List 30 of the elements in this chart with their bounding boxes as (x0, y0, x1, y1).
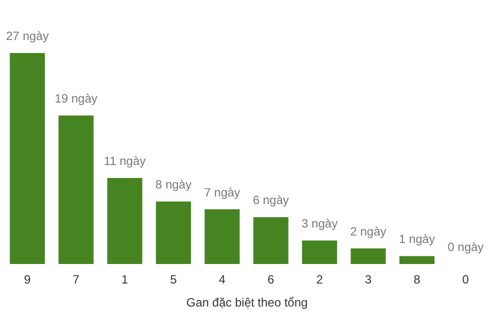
bar (399, 256, 434, 264)
data-label: 8 ngày (155, 177, 192, 192)
bar (253, 217, 288, 264)
x-tick-label: 9 (24, 272, 32, 286)
x-axis-title: Gan đặc biệt theo tổng (186, 296, 308, 310)
data-label: 19 ngày (54, 92, 98, 106)
x-tick-label: 0 (462, 272, 470, 286)
x-tick-label: 5 (170, 272, 178, 286)
data-label: 0 ngày (448, 240, 484, 254)
bar (107, 178, 142, 264)
data-label: 6 ngày (252, 193, 289, 208)
x-tick-label: 4 (218, 272, 226, 286)
data-label: 3 ngày (302, 216, 338, 231)
x-tick-label: 1 (121, 272, 128, 286)
data-label: 27 ngày (6, 29, 49, 43)
x-tick-label: 2 (316, 272, 324, 286)
data-label: 7 ngày (204, 185, 240, 200)
x-tick-label: 8 (414, 272, 421, 286)
bar (350, 248, 386, 264)
x-tick-label: 6 (268, 272, 275, 286)
bar (10, 53, 45, 264)
bar (302, 240, 338, 264)
bar (204, 209, 240, 264)
bar (156, 201, 191, 264)
x-tick-label: 7 (72, 272, 80, 286)
x-tick-label: 3 (364, 272, 372, 286)
data-label: 11 ngày (104, 154, 146, 168)
bar (58, 116, 94, 264)
data-label: 1 ngày (398, 232, 435, 246)
data-label: 2 ngày (350, 224, 386, 238)
